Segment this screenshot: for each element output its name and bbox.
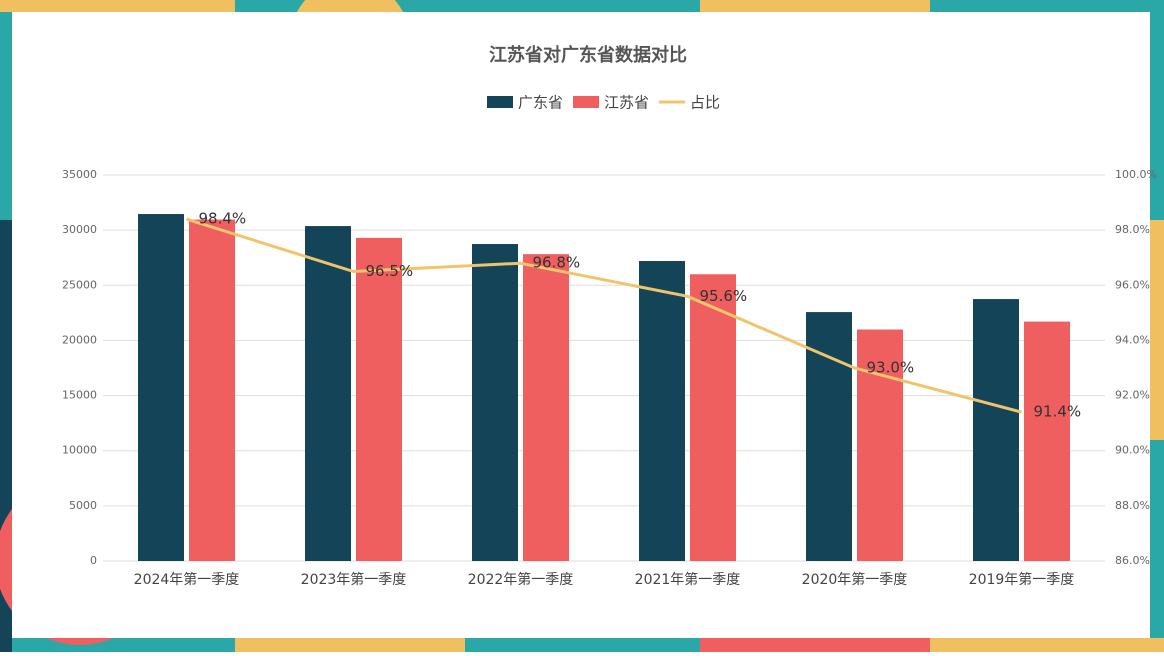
decor <box>700 0 930 12</box>
y-tick-label: 10000 <box>62 444 97 457</box>
x-tick-label: 2023年第一季度 <box>301 571 407 588</box>
line <box>186 217 1022 414</box>
bar <box>806 312 852 561</box>
decor <box>235 638 465 652</box>
bar <box>189 219 235 562</box>
legend-label: 广东省 <box>518 94 563 112</box>
bar <box>356 237 402 561</box>
y2-tick-label: 96.0% <box>1115 278 1150 291</box>
x-tick-label: 2020年第一季度 <box>802 571 908 588</box>
bar <box>138 214 184 561</box>
legend-label: 江苏省 <box>604 94 649 112</box>
bar <box>857 329 903 561</box>
bar <box>690 274 736 561</box>
y-tick-label: 25000 <box>62 278 97 291</box>
data-label: 93.0% <box>867 359 915 377</box>
bar <box>523 254 569 561</box>
bar <box>1024 321 1070 561</box>
y2-tick-label: 88.0% <box>1115 499 1150 512</box>
y-tick-label: 20000 <box>62 333 97 346</box>
data-label: 95.6% <box>700 287 748 305</box>
chart-title: 江苏省对广东省数据对比 <box>489 44 687 66</box>
bar <box>472 244 518 561</box>
legend-swatch <box>573 96 600 108</box>
decor <box>700 638 930 652</box>
legend-swatch <box>487 96 513 108</box>
y-tick-label: 5000 <box>69 499 97 512</box>
data-label: 91.4% <box>1034 403 1082 421</box>
y2-tick-label: 86.0% <box>1115 554 1150 567</box>
y-tick-label: 0 <box>90 554 97 567</box>
y2-tick-label: 90.0% <box>1115 444 1150 457</box>
decor <box>0 0 235 12</box>
data-label: 96.5% <box>366 262 414 280</box>
decor <box>1150 220 1164 440</box>
y-tick-label: 30000 <box>62 223 97 236</box>
y2-tick-label: 94.0% <box>1115 333 1150 346</box>
y-tick-label: 15000 <box>62 389 97 402</box>
legend-label: 占比 <box>690 94 720 112</box>
data-label: 98.4% <box>199 210 247 228</box>
y-tick-label: 35000 <box>62 168 97 181</box>
x-tick-label: 2024年第一季度 <box>134 571 240 588</box>
decor <box>930 638 1164 652</box>
y2-tick-label: 92.0% <box>1115 389 1150 402</box>
x-tick-label: 2022年第一季度 <box>468 571 574 588</box>
bar <box>639 261 685 561</box>
y2-tick-label: 98.0% <box>1115 223 1150 236</box>
data-label: 96.8% <box>533 254 581 272</box>
bar <box>973 299 1019 561</box>
x-tick-label: 2021年第一季度 <box>635 571 741 588</box>
bar <box>305 226 351 561</box>
x-tick-label: 2019年第一季度 <box>969 571 1075 588</box>
y2-tick-label: 100.0% <box>1115 168 1157 181</box>
